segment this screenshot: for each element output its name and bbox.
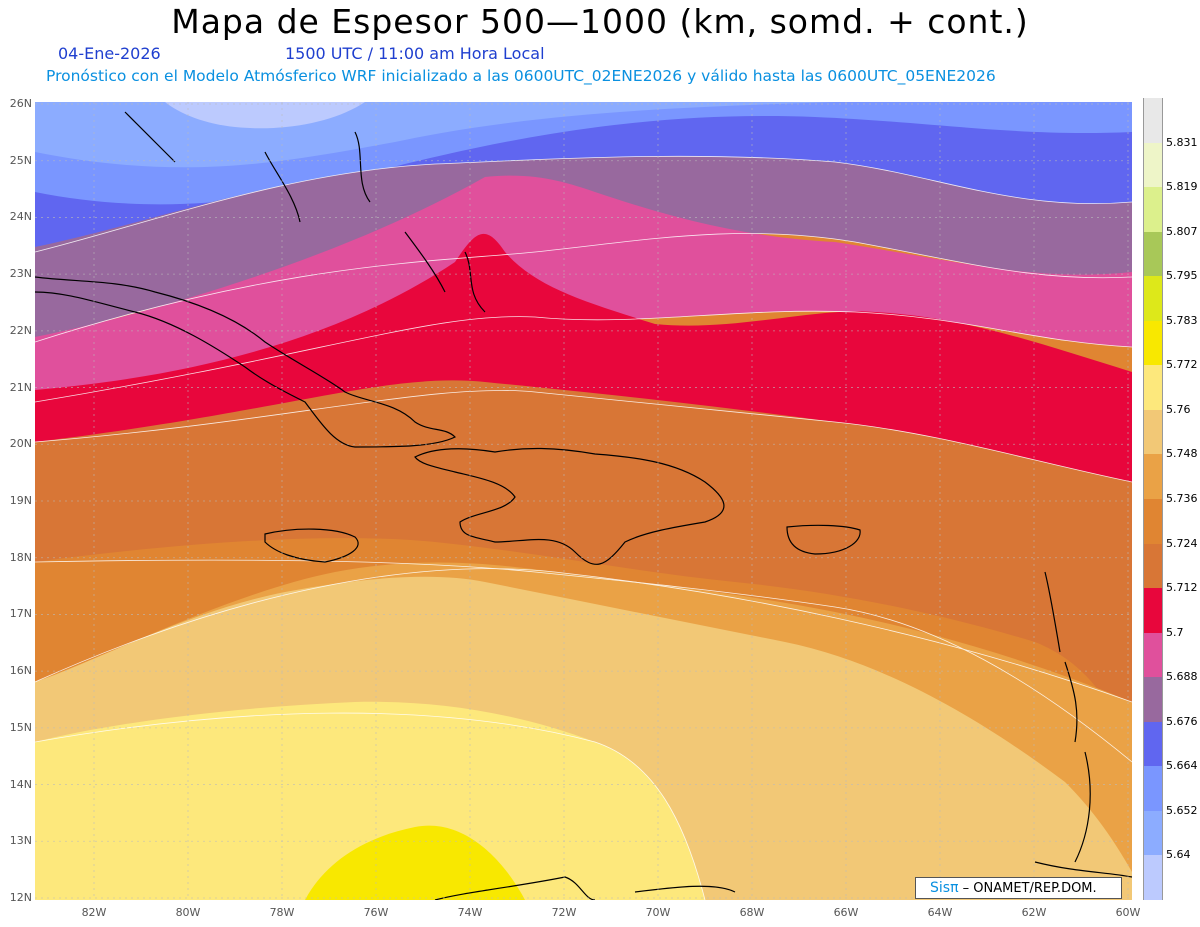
coast-puerto-rico	[786, 524, 861, 555]
colorbar-swatch	[1143, 276, 1163, 321]
lat-label: 20N	[9, 437, 32, 451]
colorbar-swatch	[1143, 409, 1163, 455]
lon-label: 68W	[739, 906, 765, 919]
colorbar-swatch	[1143, 543, 1163, 589]
colorbar-swatch	[1143, 231, 1163, 277]
colorbar-label: 5.831	[1166, 135, 1198, 149]
lon-label: 80W	[175, 906, 201, 919]
sispi-logo: Sisπ	[930, 880, 959, 896]
colorbar-swatch	[1143, 320, 1163, 366]
coast-hispaniola	[414, 447, 725, 565]
credit-box: Sisπ – ONAMET/REP.DOM.	[915, 877, 1122, 899]
coast-south-america	[434, 861, 1132, 900]
colorbar-swatch	[1143, 810, 1163, 856]
lat-label: 24N	[9, 210, 32, 224]
colorbar	[1143, 98, 1163, 900]
credit-text: – ONAMET/REP.DOM.	[962, 881, 1097, 896]
lat-label: 26N	[9, 97, 32, 110]
lon-label: 66W	[833, 906, 859, 919]
colorbar-swatch	[1143, 677, 1163, 722]
colorbar-swatch	[1143, 187, 1163, 232]
lon-label: 60W	[1115, 906, 1141, 919]
graticule	[35, 102, 1132, 900]
colorbar-label: 5.819	[1166, 180, 1198, 194]
lat-label: 13N	[9, 834, 32, 848]
colorbar-label: 5.652	[1166, 803, 1198, 817]
colorbar-swatch	[1143, 98, 1163, 143]
coast-bahamas	[264, 131, 486, 313]
colorbar-swatch	[1143, 632, 1163, 678]
lon-label: 72W	[551, 906, 577, 919]
colorbar-swatch	[1143, 365, 1163, 410]
colorbar-label: 5.7	[1166, 625, 1184, 639]
lat-label: 17N	[9, 607, 32, 621]
colorbar-swatch	[1143, 454, 1163, 499]
colorbar-swatch	[1143, 766, 1163, 811]
colorbar-label: 5.748	[1166, 447, 1198, 461]
forecast-time: 1500 UTC / 11:00 am Hora Local	[285, 44, 545, 63]
model-description: Pronóstico con el Modelo Atmósferico WRF…	[46, 67, 996, 85]
colorbar-swatch	[1143, 142, 1163, 188]
lon-label: 74W	[457, 906, 483, 919]
lat-label: 16N	[9, 664, 32, 678]
colorbar-label: 5.783	[1166, 313, 1198, 327]
band-5676	[35, 156, 1132, 342]
lat-label: 19N	[9, 494, 32, 507]
lat-label: 22N	[9, 323, 32, 337]
lon-label: 78W	[269, 906, 295, 919]
colorbar-label: 5.772	[1166, 358, 1198, 372]
lon-label: 64W	[927, 906, 953, 919]
colorbar-label: 5.795	[1166, 269, 1198, 283]
colorbar-label: 5.736	[1166, 492, 1198, 505]
map-title: Mapa de Espesor 500—1000 (km, somd. + co…	[171, 2, 1029, 41]
colorbar-swatch	[1143, 855, 1163, 900]
colorbar-label: 5.807	[1166, 224, 1198, 238]
forecast-date: 04-Ene-2026	[58, 44, 161, 63]
colorbar-label: 5.76	[1166, 402, 1191, 416]
band-5700	[35, 233, 1132, 482]
coast-lesser-antilles	[1044, 571, 1091, 863]
lat-label: 23N	[9, 267, 32, 281]
band-5772	[305, 825, 525, 900]
colorbar-swatch	[1143, 721, 1163, 767]
colorbar-swatch	[1143, 588, 1163, 633]
colorbar-label: 5.688	[1166, 670, 1198, 684]
lat-label: 21N	[9, 380, 32, 394]
lat-label: 12N	[9, 891, 32, 904]
band-5760	[35, 701, 705, 900]
lat-label: 25N	[9, 153, 32, 167]
colorbar-label: 5.676	[1166, 714, 1198, 728]
colorbar-label: 5.724	[1166, 536, 1198, 550]
colorbar-label: 5.712	[1166, 581, 1198, 595]
lon-label: 76W	[363, 906, 389, 919]
lon-label: 70W	[645, 906, 671, 919]
lat-label: 18N	[9, 550, 32, 564]
band-5628	[165, 102, 365, 129]
thickness-bands	[35, 102, 1132, 900]
colorbar-swatch	[1143, 499, 1163, 544]
lon-label: 82W	[81, 906, 107, 919]
lat-label: 15N	[9, 720, 32, 734]
thickness-map	[35, 102, 1132, 900]
coast-cuba	[35, 276, 457, 448]
colorbar-label: 5.664	[1166, 759, 1198, 773]
lat-label: 14N	[9, 777, 32, 791]
coastlines	[35, 111, 1132, 900]
colorbar-label: 5.64	[1166, 848, 1191, 862]
lon-label: 62W	[1021, 906, 1047, 919]
coast-florida	[124, 111, 176, 163]
